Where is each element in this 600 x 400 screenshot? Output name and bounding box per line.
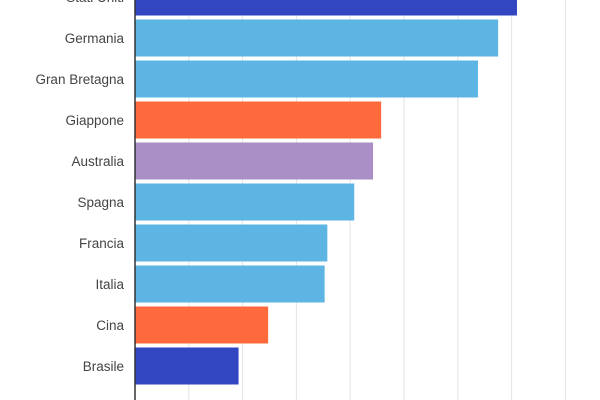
bar-cina bbox=[135, 306, 269, 344]
x-tick-label: 100 bbox=[393, 397, 415, 400]
x-tick-label: 120 bbox=[447, 397, 469, 400]
bar-italia bbox=[135, 265, 325, 303]
category-label: Cina bbox=[96, 318, 124, 333]
bar-francia bbox=[135, 224, 328, 262]
x-tick-label: 140 bbox=[501, 397, 523, 400]
category-label: Australia bbox=[71, 154, 124, 169]
category-label: Germania bbox=[65, 31, 125, 46]
category-label: Francia bbox=[79, 236, 125, 251]
category-label: Giappone bbox=[65, 113, 124, 128]
x-tick-label: 60 bbox=[289, 397, 303, 400]
bar-brasile bbox=[135, 347, 239, 385]
x-tick-label: 160 bbox=[555, 397, 577, 400]
bar-germania bbox=[135, 19, 499, 57]
category-label: Brasile bbox=[83, 359, 124, 374]
bar-australia bbox=[135, 142, 374, 180]
x-tick-label: 40 bbox=[235, 397, 249, 400]
x-tick-label: 80 bbox=[343, 397, 357, 400]
x-tick-label: 20 bbox=[182, 397, 196, 400]
bar-stati-uniti bbox=[135, 0, 517, 16]
bar-giappone bbox=[135, 101, 382, 139]
category-label: Stati Uniti bbox=[66, 0, 124, 5]
bar-gran-bretagna bbox=[135, 60, 478, 98]
category-label: Spagna bbox=[77, 195, 124, 210]
category-label: Italia bbox=[95, 277, 124, 292]
bar-spagna bbox=[135, 183, 355, 221]
category-label: Gran Bretagna bbox=[35, 72, 124, 87]
